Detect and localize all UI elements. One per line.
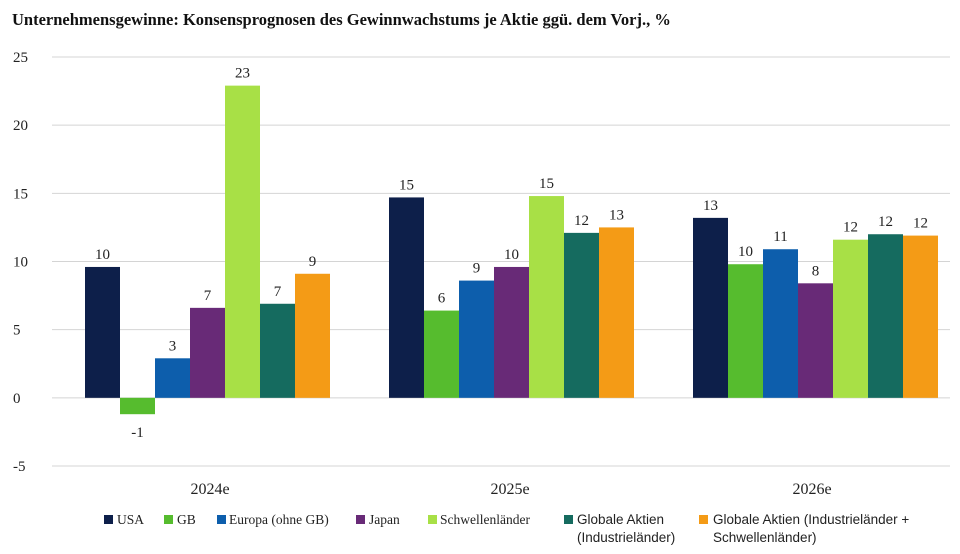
data-label: 10 xyxy=(738,244,753,260)
bar xyxy=(693,217,728,398)
legend: USA GB Europa (ohne GB) Japan Schwellenlände… xyxy=(104,512,909,545)
data-label: 7 xyxy=(274,284,282,300)
y-tick-label: 20 xyxy=(13,118,28,134)
bar xyxy=(424,310,459,398)
legend-item: Globale Aktien (Industrieländer) xyxy=(564,512,675,545)
y-tick-label: 5 xyxy=(13,323,21,339)
legend-item: Japan xyxy=(356,512,400,527)
x-tick-label: 2024e xyxy=(190,481,229,498)
data-label: 7 xyxy=(204,288,212,304)
legend-label: Globale Aktien (Industrieländer + xyxy=(713,512,909,527)
legend-swatch xyxy=(428,515,437,524)
legend-label: (Industrieländer) xyxy=(577,530,675,545)
data-label: 12 xyxy=(878,214,893,230)
y-axis: -5 0 5 10 15 20 25 xyxy=(13,50,28,475)
data-label: 23 xyxy=(235,66,250,82)
data-label: 12 xyxy=(574,213,589,229)
legend-swatch xyxy=(104,515,113,524)
legend-item: USA xyxy=(104,512,144,527)
bar xyxy=(155,358,190,398)
data-label: 12 xyxy=(913,216,928,232)
legend-swatch xyxy=(564,515,573,524)
bar xyxy=(833,239,868,398)
data-label: 10 xyxy=(504,247,519,263)
x-tick-label: 2026e xyxy=(792,481,831,498)
bar xyxy=(763,249,798,398)
legend-label: USA xyxy=(117,512,144,527)
legend-swatch xyxy=(164,515,173,524)
bar xyxy=(260,303,295,398)
bar xyxy=(459,280,494,398)
legend-label: GB xyxy=(177,512,196,527)
bar xyxy=(225,85,260,398)
bar xyxy=(728,264,763,398)
data-label: 11 xyxy=(773,229,787,245)
bar xyxy=(529,196,564,398)
data-label: 8 xyxy=(812,263,820,279)
x-tick-label: 2025e xyxy=(490,481,529,498)
data-label: 13 xyxy=(703,198,718,214)
gridlines xyxy=(52,56,950,467)
y-tick-label: 25 xyxy=(13,50,28,66)
data-label: 9 xyxy=(473,261,481,277)
chart-title: Unternehmensgewinne: Konsensprognosen de… xyxy=(12,10,671,29)
bar xyxy=(868,234,903,398)
bar xyxy=(190,307,225,398)
y-tick-label: -5 xyxy=(13,459,26,475)
bars xyxy=(85,85,938,415)
legend-swatch xyxy=(217,515,226,524)
legend-item: Globale Aktien (Industrieländer + Schwell… xyxy=(699,512,909,545)
legend-label: Japan xyxy=(369,512,400,527)
data-label: 12 xyxy=(843,220,858,236)
legend-swatch xyxy=(356,515,365,524)
data-label: 3 xyxy=(169,338,177,354)
bar xyxy=(494,266,529,398)
legend-item: Schwellenländer xyxy=(428,512,530,527)
data-label: 15 xyxy=(539,176,554,192)
legend-label: Schwellenländer) xyxy=(713,530,817,545)
bar xyxy=(120,397,155,415)
bar xyxy=(389,197,424,398)
data-labels: 10 15 13 -1 6 10 3 9 11 7 10 8 23 15 12 7 12 12 9 13 12 xyxy=(95,66,928,442)
bar xyxy=(295,273,330,398)
bar xyxy=(85,266,120,398)
data-label: 15 xyxy=(399,177,414,193)
bar xyxy=(599,227,634,398)
bar xyxy=(564,232,599,398)
bar xyxy=(903,235,938,398)
legend-item: GB xyxy=(164,512,196,527)
data-label: 9 xyxy=(309,254,317,270)
y-tick-label: 0 xyxy=(13,391,21,407)
y-tick-label: 10 xyxy=(13,255,28,271)
legend-swatch xyxy=(699,515,708,524)
legend-label: Globale Aktien xyxy=(577,512,664,527)
data-label: -1 xyxy=(131,425,144,441)
y-tick-label: 15 xyxy=(13,186,28,202)
x-axis: 2024e 2025e 2026e xyxy=(190,481,831,498)
legend-item: Europa (ohne GB) xyxy=(217,512,329,527)
data-label: 10 xyxy=(95,247,110,263)
bar xyxy=(798,283,833,398)
legend-label: Schwellenländer xyxy=(440,512,530,527)
data-label: 13 xyxy=(609,207,624,223)
legend-label: Europa (ohne GB) xyxy=(229,512,329,527)
data-label: 6 xyxy=(438,291,446,307)
